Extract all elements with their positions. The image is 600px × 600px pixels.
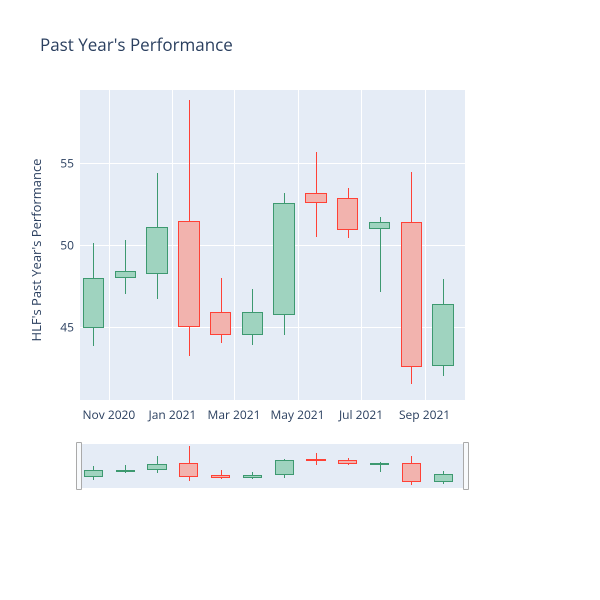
y-tick-label: 45: [60, 318, 74, 335]
x-tick-label: Nov 2020: [82, 406, 135, 423]
gridline-vertical: [361, 90, 362, 400]
candle-up[interactable]: [273, 203, 294, 316]
candle-up[interactable]: [432, 304, 453, 366]
gridline-vertical: [234, 90, 235, 400]
range-slider-area[interactable]: [80, 444, 465, 488]
x-tick-label: May 2021: [270, 406, 324, 423]
range-handle-right[interactable]: [463, 442, 469, 490]
gridline-horizontal: [80, 163, 465, 164]
candle-down[interactable]: [401, 222, 422, 367]
y-tick-label: 55: [60, 155, 74, 172]
x-tick-label: Sep 2021: [399, 406, 450, 423]
candle-down[interactable]: [210, 312, 231, 335]
x-tick-label: Mar 2021: [208, 406, 261, 423]
y-axis-title: HLF's Past Year's Performance: [27, 159, 45, 342]
candle-up[interactable]: [147, 464, 166, 470]
candle-down[interactable]: [402, 463, 421, 483]
candle-up[interactable]: [275, 460, 294, 475]
gridline-vertical: [172, 90, 173, 400]
candle-up[interactable]: [434, 474, 453, 482]
gridline-vertical: [425, 90, 426, 400]
candle-up[interactable]: [243, 475, 262, 478]
candle-up[interactable]: [84, 470, 103, 477]
gridline-vertical: [298, 90, 299, 400]
candle-up[interactable]: [242, 312, 263, 335]
candle-up[interactable]: [146, 227, 167, 274]
chart-title: Past Year's Performance: [40, 33, 233, 56]
candle-down[interactable]: [178, 221, 199, 327]
candle-down[interactable]: [179, 463, 198, 477]
main-plot-area[interactable]: 455055Nov 2020Jan 2021Mar 2021May 2021Ju…: [80, 90, 465, 400]
candle-down[interactable]: [338, 460, 357, 464]
candle-up[interactable]: [116, 470, 135, 472]
range-handle-left[interactable]: [76, 442, 82, 490]
candle-wick: [125, 240, 126, 294]
candle-up[interactable]: [369, 222, 390, 229]
candle-up[interactable]: [370, 463, 389, 465]
candle-down[interactable]: [211, 475, 230, 478]
candle-down[interactable]: [305, 193, 326, 203]
candle-down[interactable]: [306, 459, 325, 461]
candle-up[interactable]: [83, 278, 104, 329]
x-tick-label: Jul 2021: [339, 406, 383, 423]
candle-down[interactable]: [337, 198, 358, 231]
x-tick-label: Jan 2021: [148, 406, 196, 423]
gridline-vertical: [109, 90, 110, 400]
candle-up[interactable]: [115, 271, 136, 278]
y-tick-label: 50: [60, 237, 74, 254]
